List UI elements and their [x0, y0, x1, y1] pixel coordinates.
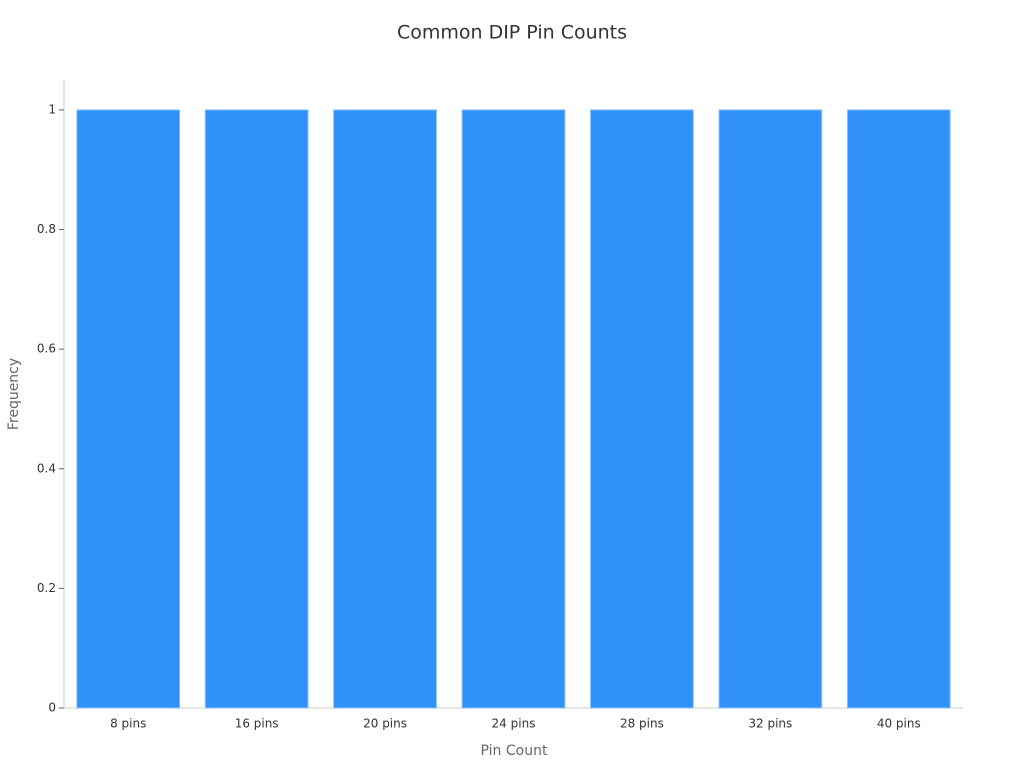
x-tick-label: 8 pins: [110, 717, 146, 731]
y-tick-label: 0.6: [37, 342, 56, 356]
x-axis-label: Pin Count: [481, 743, 548, 759]
bar: [333, 109, 437, 709]
bar: [204, 109, 309, 709]
bar: [590, 109, 694, 709]
x-tick-label: 16 pins: [235, 717, 279, 731]
x-tick-label: 24 pins: [492, 717, 536, 731]
x-tick-label: 28 pins: [620, 717, 664, 731]
y-tick-label: 1: [48, 102, 56, 116]
bar: [76, 109, 181, 709]
y-tick-label: 0.2: [37, 581, 56, 595]
y-tick-label: 0.8: [37, 222, 56, 236]
chart-title: Common DIP Pin Counts: [397, 22, 627, 44]
x-tick-label: 20 pins: [363, 717, 407, 731]
x-tick-label: 32 pins: [748, 717, 792, 731]
bar: [718, 109, 823, 709]
bar: [846, 109, 951, 709]
y-tick-label: 0: [48, 701, 56, 715]
x-tick-label: 40 pins: [877, 717, 921, 731]
bar: [461, 109, 566, 709]
y-axis-label: Frequency: [6, 358, 22, 430]
y-tick-label: 0.4: [37, 461, 56, 475]
